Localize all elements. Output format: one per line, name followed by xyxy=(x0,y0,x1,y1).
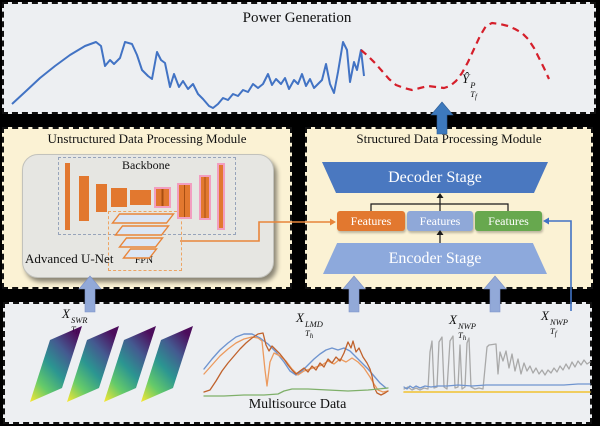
backbone-layer-bar xyxy=(79,176,89,221)
math-sup: SWR xyxy=(70,315,88,325)
math-sup: LMD xyxy=(304,319,323,329)
backbone-label: Backbone xyxy=(122,158,170,172)
structured-module-title: Structured Data Processing Module xyxy=(356,131,542,146)
swr-input-label: X SWR Th xyxy=(62,307,87,336)
features-label: Features xyxy=(488,213,529,228)
backbone-layer-bar xyxy=(130,190,151,205)
decoder-stage-label: Decoder Stage xyxy=(388,168,482,186)
fpn-label: FPN xyxy=(134,255,154,266)
encoder-stage-label: Encoder Stage xyxy=(388,249,482,267)
lmd-input-label: X LMD Th xyxy=(296,311,323,340)
math-base: X xyxy=(62,306,70,321)
power-generation-title: Power Generation xyxy=(242,10,352,26)
unstructured-module-title: Unstructured Data Processing Module xyxy=(47,131,247,146)
backbone-layer-bar xyxy=(65,163,70,230)
features-box-unstructured: Features xyxy=(337,211,405,231)
math-base: X xyxy=(296,310,304,325)
math-sub: Th xyxy=(304,327,314,340)
features-box-encoder: Features xyxy=(407,211,473,231)
math-sub: Tf xyxy=(470,88,477,101)
nwp-history-input-label: X NWP Th xyxy=(449,313,476,342)
advanced-unet-label: Advanced U-Net xyxy=(25,251,114,266)
backbone-layer-bar xyxy=(217,163,225,230)
math-sub: Th xyxy=(70,323,80,336)
multisource-data-caption: Multisource Data xyxy=(248,397,347,412)
math-base: Ŷ xyxy=(462,71,470,86)
backbone-layer-bar xyxy=(154,187,171,208)
math-sup: NWP xyxy=(457,321,476,331)
features-label: Features xyxy=(419,213,461,228)
features-box-nwp-forecast: Features xyxy=(475,211,542,231)
math-sub: Th xyxy=(457,329,467,342)
nwp-forecast-input-label: X NWP Tf xyxy=(541,309,568,338)
backbone-layer-bar xyxy=(111,188,127,207)
decoder-stage: Decoder Stage xyxy=(322,162,548,193)
math-base: X xyxy=(449,312,457,327)
backbone-layer-bar xyxy=(96,184,107,212)
features-label: Features xyxy=(350,213,392,228)
math-sub: Tf xyxy=(549,325,557,338)
math-base: X xyxy=(541,308,549,323)
backbone-layer-bar xyxy=(177,183,192,219)
backbone-layer-bar xyxy=(199,175,211,220)
encoder-stage: Encoder Stage xyxy=(323,243,547,274)
forecast-output-label: Ŷ P Tf xyxy=(462,72,477,101)
math-sup: NWP xyxy=(549,317,568,327)
